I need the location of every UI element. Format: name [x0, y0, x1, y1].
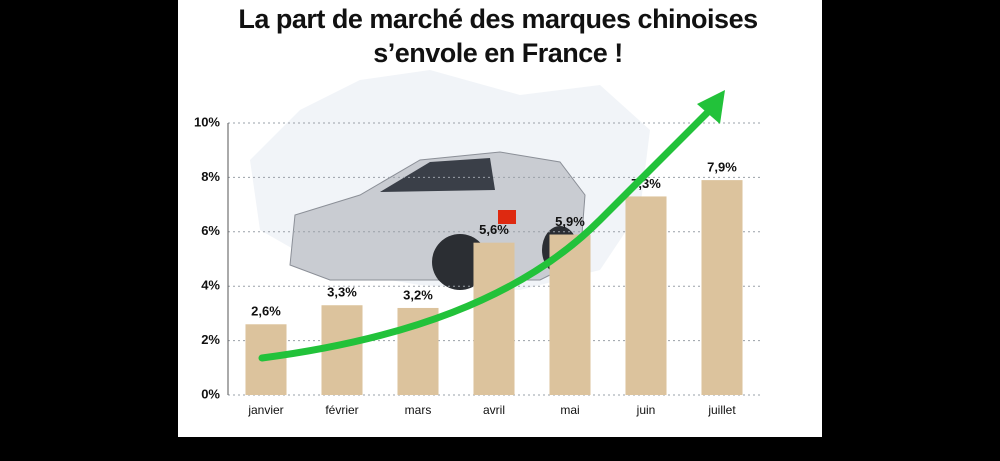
bar	[625, 196, 667, 395]
value-label: 5,6%	[479, 222, 509, 237]
value-label: 5,9%	[555, 214, 585, 229]
x-tick-label: mai	[560, 403, 579, 417]
y-tick-label: 6%	[201, 223, 220, 238]
y-tick-label: 10%	[194, 114, 220, 129]
value-label: 3,2%	[403, 287, 433, 302]
x-tick-label: juillet	[707, 403, 736, 417]
flag	[498, 210, 516, 224]
y-tick-label: 0%	[201, 386, 220, 401]
car-window	[380, 158, 495, 192]
x-tick-label: janvier	[247, 403, 283, 417]
y-tick-label: 4%	[201, 278, 220, 293]
x-tick-label: février	[325, 403, 358, 417]
x-tick-label: juin	[636, 403, 656, 417]
trend-arrow	[258, 104, 716, 362]
bar	[473, 242, 515, 395]
trend-arrow-head	[697, 90, 725, 124]
value-label: 3,3%	[327, 285, 357, 300]
bar	[701, 180, 743, 395]
chart-title: La part de marché des marques chinoises …	[238, 4, 758, 68]
y-tick-label: 8%	[201, 169, 220, 184]
x-tick-label: avril	[483, 403, 505, 417]
y-tick-label: 2%	[201, 332, 220, 347]
x-tick-label: mars	[405, 403, 432, 417]
value-label: 7,9%	[707, 160, 737, 175]
value-label: 2,6%	[251, 304, 281, 319]
